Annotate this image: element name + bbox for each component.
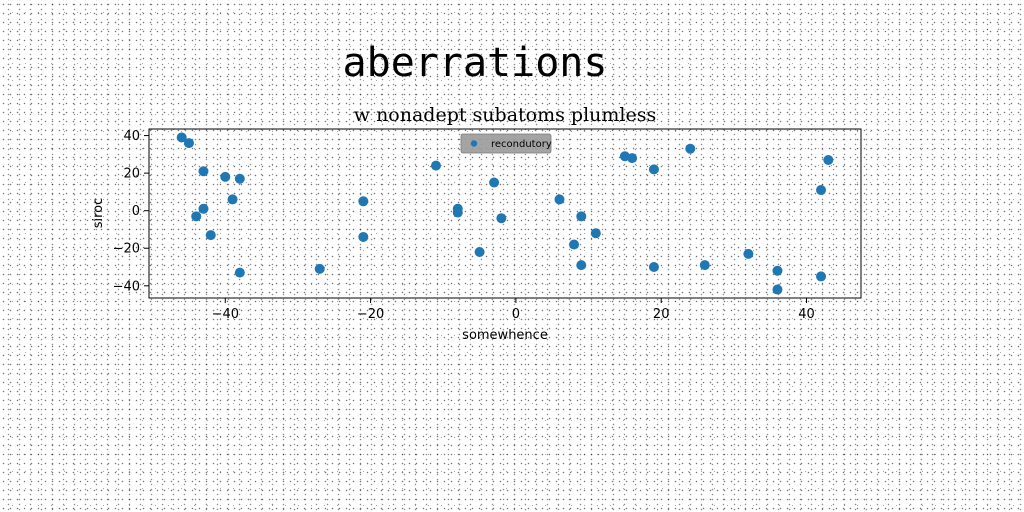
legend-marker: [470, 140, 478, 147]
scatter-point: [816, 185, 827, 196]
x-tick-label: −40: [212, 307, 239, 322]
scatter-point: [198, 166, 209, 177]
y-tick-label: 40: [123, 129, 140, 144]
scatter-point: [227, 194, 238, 205]
scatter-point: [576, 211, 587, 222]
y-tick-label: 20: [123, 167, 140, 182]
scatter-point: [234, 267, 245, 278]
scatter-point: [772, 284, 783, 295]
x-tick-label: 0: [512, 307, 520, 322]
chart-title: w nonadept subatoms plumless: [354, 104, 656, 126]
scatter-point: [358, 196, 369, 207]
scatter-point: [743, 248, 754, 259]
page-title: aberrations: [343, 40, 608, 86]
scatter-point: [627, 153, 638, 164]
scatter-point: [176, 132, 187, 143]
x-axis: −40 −20 0 20 40: [212, 298, 815, 322]
legend-label: recondutory: [491, 139, 552, 150]
scatter-point: [474, 246, 485, 257]
y-axis: −40 −20 0 20 40: [113, 129, 149, 294]
scatter-point: [648, 262, 659, 273]
scatter-point: [183, 138, 194, 149]
scatter-point: [569, 239, 580, 250]
x-axis-label: somewhence: [462, 328, 548, 343]
y-tick-label: 0: [132, 204, 140, 219]
scatter-point: [590, 228, 601, 239]
plot-area: [148, 128, 862, 299]
scatter-point: [358, 231, 369, 242]
scatter-point: [496, 213, 507, 224]
x-tick-label: 20: [653, 307, 670, 322]
scatter-point: [452, 207, 463, 218]
y-tick-label: −40: [113, 279, 140, 294]
scatter-point: [554, 194, 565, 205]
legend: recondutory: [460, 133, 552, 154]
scatter-point: [314, 263, 325, 274]
scatter-point: [699, 260, 710, 271]
scatter-point: [816, 271, 827, 282]
scatter-point: [823, 154, 834, 165]
scatter-point: [685, 143, 696, 154]
x-tick-label: 40: [798, 307, 815, 322]
scatter-point: [234, 173, 245, 184]
scatter-point: [576, 260, 587, 271]
x-tick-label: −20: [357, 307, 384, 322]
scatter-point: [198, 203, 209, 214]
scatter-point: [191, 211, 202, 222]
scatter-point: [220, 171, 231, 182]
y-axis-label: siroc: [91, 198, 106, 229]
scatter-point: [430, 160, 441, 171]
scatter-point: [205, 230, 216, 241]
scatter-point: [648, 164, 659, 175]
scatter-point: [772, 265, 783, 276]
scatter-series: [176, 132, 834, 295]
scatter-point: [489, 177, 500, 188]
y-tick-label: −20: [113, 242, 140, 257]
legend-box: [460, 133, 552, 154]
